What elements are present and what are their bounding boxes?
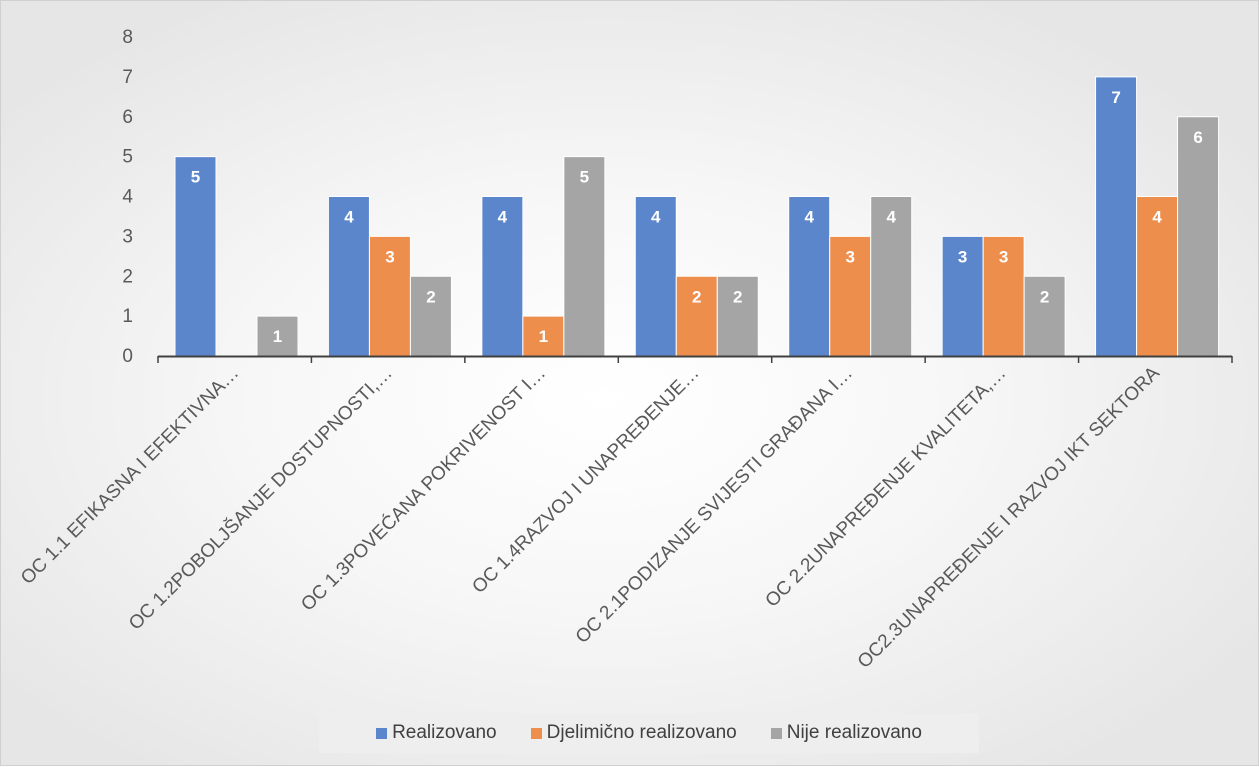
legend-label: Realizovano: [392, 722, 497, 743]
data-label: 6: [1193, 128, 1202, 147]
data-label: 2: [692, 287, 701, 306]
data-label: 4: [804, 208, 814, 227]
data-label: 4: [344, 208, 354, 227]
legend-item: Realizovano: [376, 722, 497, 744]
bar-3-4: [716, 275, 759, 357]
legend-swatch: [770, 727, 782, 739]
bar-3-3: [563, 156, 606, 357]
legend-swatch: [376, 727, 388, 739]
bar-1-7: [1095, 76, 1138, 357]
y-tick-label: 6: [122, 107, 133, 128]
bar-2-5: [829, 235, 872, 357]
y-tick-label: 4: [122, 187, 133, 208]
y-tick-label: 0: [122, 346, 133, 367]
x-category-label: OC 1.3POVEĆANA POKRIVENOST I…: [297, 362, 550, 615]
legend: Realizovano Djelimično realizovano Nije re…: [319, 713, 979, 753]
y-tick-label: 8: [122, 27, 133, 48]
legend-item: Djelimično realizovano: [530, 722, 737, 744]
x-category-label: OC2.3UNAPREĐENJE I RAZVOJ IKT SEKTORA: [854, 362, 1164, 672]
bar-1-6: [941, 235, 984, 357]
y-tick-label: 3: [122, 226, 133, 247]
y-tick-label: 1: [122, 306, 133, 327]
data-label: 5: [580, 168, 589, 187]
bar-1-3: [481, 196, 524, 357]
bar-1-1: [174, 156, 217, 357]
y-tick-label: 2: [122, 266, 133, 287]
data-label: 4: [886, 208, 896, 227]
bar-3-7: [1177, 116, 1220, 357]
data-label: 4: [651, 208, 661, 227]
data-label: 4: [498, 208, 508, 227]
y-tick-label: 7: [122, 67, 133, 88]
bar-3-2: [409, 275, 452, 357]
data-label: 3: [999, 247, 1008, 266]
legend-item: Nije realizovano: [770, 722, 922, 744]
data-label: 7: [1111, 88, 1120, 107]
data-label: 3: [958, 247, 967, 266]
data-label: 2: [426, 287, 435, 306]
legend-label: Djelimično realizovano: [546, 722, 737, 743]
data-label: 3: [385, 247, 394, 266]
bar-3-5: [870, 196, 913, 357]
bar-1-2: [327, 196, 370, 357]
data-label: 5: [191, 168, 200, 187]
data-label: 1: [539, 327, 548, 346]
legend-swatch: [530, 727, 542, 739]
data-label: 3: [845, 247, 854, 266]
data-label: 2: [1040, 287, 1049, 306]
x-category-label: OC 1.2POBOLJŠANJE DOSTUPNOSTI,…: [124, 362, 396, 634]
legend-label: Nije realizovano: [786, 722, 922, 743]
bar-1-4: [634, 196, 677, 357]
bar-2-7: [1136, 196, 1179, 357]
x-category-label: OC 2.2UNAPREĐENJE KVALITETA,…: [762, 363, 1011, 612]
y-tick-label: 5: [122, 147, 133, 168]
x-category-label: OC 2.1PODIZANJE SVIJESTI GRAĐANA I…: [572, 363, 857, 648]
bar-2-3: [522, 315, 565, 357]
data-label: 4: [1152, 208, 1162, 227]
bar-3-6: [1023, 275, 1066, 357]
data-label: 1: [273, 327, 282, 346]
data-label: 2: [733, 287, 742, 306]
